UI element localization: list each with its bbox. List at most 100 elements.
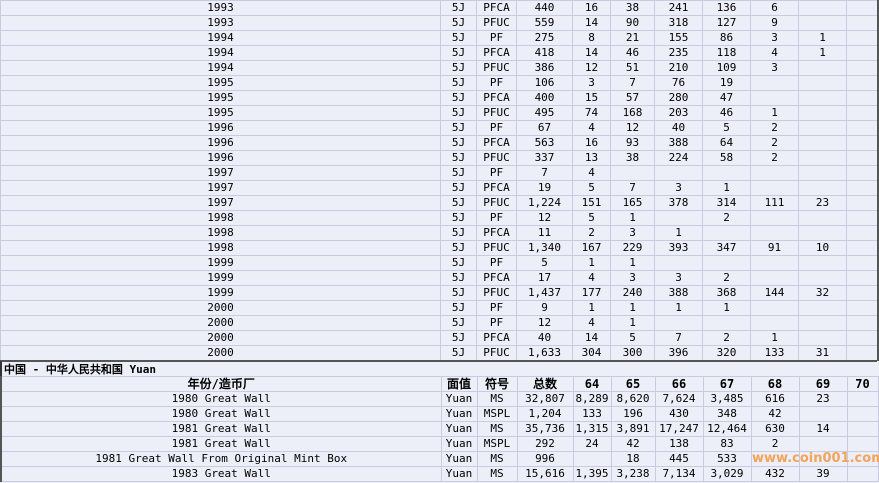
table-row: 1996 5J PF 67 4 12 40 5 2 <box>0 120 878 136</box>
table-cell: 3 <box>750 30 799 46</box>
table-cell: MSPL <box>476 406 518 422</box>
table-cell: 2 <box>702 270 751 286</box>
table-cell <box>702 165 751 181</box>
table-cell <box>846 120 878 136</box>
column-header: 67 <box>702 376 752 392</box>
table-cell <box>750 225 799 241</box>
table-cell <box>846 270 878 286</box>
table-cell: 3 <box>572 75 611 91</box>
table-cell: 2000 <box>0 330 441 346</box>
table-cell: 348 <box>702 406 752 422</box>
table-cell: 196 <box>610 406 656 422</box>
table-cell <box>750 75 799 91</box>
column-header: 65 <box>610 376 656 392</box>
table-cell: 368 <box>702 285 751 301</box>
table-cell: 133 <box>572 406 612 422</box>
table-cell <box>798 436 848 452</box>
table-cell: 5 <box>516 255 573 271</box>
table-row: 1997 5J PFUC 1,224 151 165 378 314 111 23 <box>0 195 878 211</box>
table-cell <box>846 255 878 271</box>
table-cell: 210 <box>654 60 703 76</box>
table-row: 1981 Great Wall From Original Mint Box Yu… <box>0 451 879 467</box>
table-cell: 5J <box>440 285 477 301</box>
table-cell: 304 <box>572 345 611 361</box>
table-cell: 1994 <box>0 45 441 61</box>
table-cell: 7 <box>610 75 655 91</box>
table-cell: 5J <box>440 180 477 196</box>
table-cell: 4 <box>572 120 611 136</box>
table-cell: 39 <box>798 466 848 482</box>
table-cell: 12 <box>572 60 611 76</box>
table-cell <box>846 0 878 16</box>
table-row: 2000 5J PFUC 1,633 304 300 396 320 133 31 <box>0 345 878 361</box>
table-cell: 58 <box>702 150 751 166</box>
table-cell <box>750 255 799 271</box>
table-cell: 1995 <box>0 90 441 106</box>
table-cell <box>846 135 878 151</box>
table-cell: 1 <box>610 255 655 271</box>
table-cell <box>846 210 878 226</box>
table-cell: 1980 Great Wall <box>0 391 442 407</box>
table-cell <box>798 255 847 271</box>
table-cell: 16 <box>572 0 611 16</box>
table-cell: 533 <box>702 451 752 467</box>
table-cell <box>798 150 847 166</box>
table-cell: PFUC <box>476 105 517 121</box>
table-cell: 1,315 <box>572 421 612 437</box>
table-cell: 235 <box>654 45 703 61</box>
table-cell: Yuan <box>440 406 478 422</box>
table-row: 1997 5J PF 7 4 <box>0 165 878 181</box>
table-cell: 616 <box>750 391 800 407</box>
table-cell: 8,620 <box>610 391 656 407</box>
table-cell: 5 <box>610 330 655 346</box>
table-cell: 5J <box>440 60 477 76</box>
table-cell <box>846 105 878 121</box>
table-cell: 3 <box>750 60 799 76</box>
column-header: 面值 <box>440 376 478 392</box>
table-cell: 14 <box>572 15 611 31</box>
table-cell <box>846 150 878 166</box>
table-cell: PF <box>476 75 517 91</box>
table-cell <box>798 210 847 226</box>
table-cell: 240 <box>610 285 655 301</box>
table-cell <box>798 75 847 91</box>
table-cell: 1993 <box>0 0 441 16</box>
table-cell: PFCA <box>476 180 517 196</box>
table-cell: 1998 <box>0 225 441 241</box>
table-cell: 144 <box>750 285 799 301</box>
table-cell: 7,134 <box>654 466 704 482</box>
table-cell: 1994 <box>0 60 441 76</box>
table-cell: 1 <box>610 315 655 331</box>
table-cell: 495 <box>516 105 573 121</box>
table-cell: 388 <box>654 135 703 151</box>
table-cell: 5J <box>440 150 477 166</box>
table-cell: 8,289 <box>572 391 612 407</box>
table-cell: 1998 <box>0 210 441 226</box>
table-cell: 67 <box>516 120 573 136</box>
table-cell: 7,624 <box>654 391 704 407</box>
table-cell: 13 <box>572 150 611 166</box>
table-cell: 630 <box>750 421 800 437</box>
table-cell <box>798 180 847 196</box>
table-cell: 40 <box>654 120 703 136</box>
table-cell: 35,736 <box>516 421 574 437</box>
table-cell: 2 <box>750 436 800 452</box>
table-cell: 3 <box>654 270 703 286</box>
table-cell: 5J <box>440 30 477 46</box>
table-row: 1994 5J PF 275 8 21 155 86 3 1 <box>0 30 878 46</box>
table-cell: 418 <box>516 45 573 61</box>
table-cell <box>846 391 879 407</box>
table-row: 1998 5J PF 12 5 1 2 <box>0 210 878 226</box>
table-cell: 1,437 <box>516 285 573 301</box>
table-cell: 1 <box>702 180 751 196</box>
table-cell: 5J <box>440 255 477 271</box>
table-cell: 559 <box>516 15 573 31</box>
table-cell: PFCA <box>476 225 517 241</box>
table-cell: Yuan <box>440 421 478 437</box>
table-cell: 4 <box>572 315 611 331</box>
table-cell: 168 <box>610 105 655 121</box>
table-cell: 18 <box>610 451 656 467</box>
table-cell: 1 <box>798 45 847 61</box>
table-cell: 1997 <box>0 180 441 196</box>
table-cell: 23 <box>798 195 847 211</box>
